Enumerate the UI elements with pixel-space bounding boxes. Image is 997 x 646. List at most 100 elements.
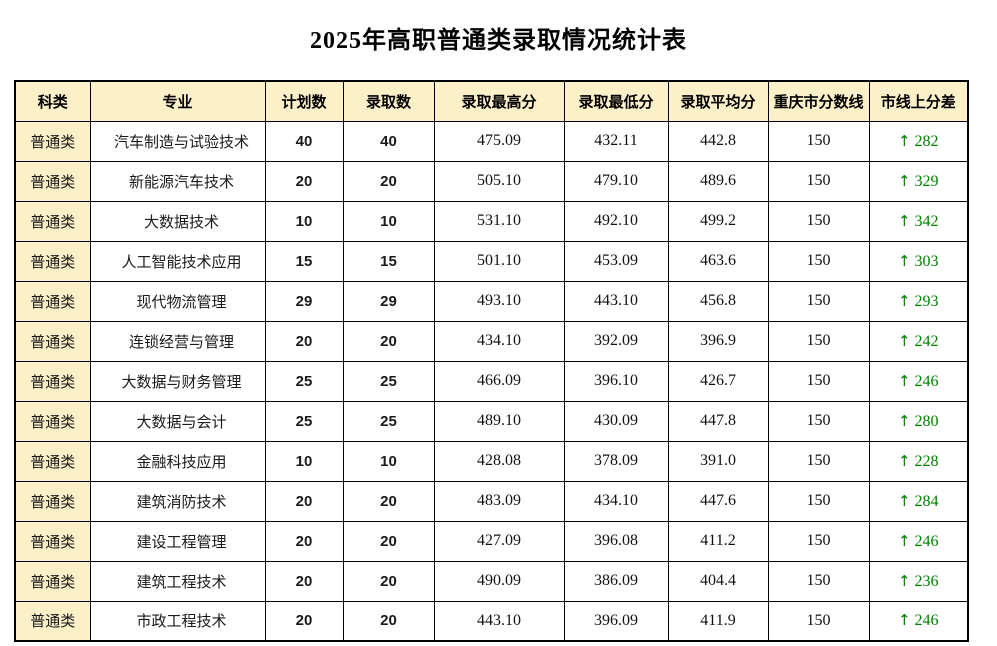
table-row: 普通类 人工智能技术应用 15 15 501.10 453.09 463.6 1… xyxy=(14,240,969,282)
category-cell: 普通类 xyxy=(14,320,91,362)
city-line-cell: 150 xyxy=(767,120,870,162)
line-diff-cell: ↑ 293 xyxy=(868,280,969,322)
category-cell: 普通类 xyxy=(14,240,91,282)
column-header-major: 专业 xyxy=(89,80,266,122)
line-diff-value: 293 xyxy=(914,292,939,310)
max-score-cell: 531.10 xyxy=(433,200,565,242)
column-header-admitted-count: 录取数 xyxy=(342,80,435,122)
line-diff-value: 246 xyxy=(914,372,939,390)
up-arrow-icon: ↑ xyxy=(897,171,911,190)
admitted-count-cell: 20 xyxy=(342,600,435,642)
max-score-cell: 428.08 xyxy=(433,440,565,482)
column-header-max-score: 录取最高分 xyxy=(433,80,565,122)
plan-count-cell: 20 xyxy=(264,560,344,602)
table-body: 普通类 汽车制造与试验技术 40 40 475.09 432.11 442.8 … xyxy=(14,120,969,642)
category-cell: 普通类 xyxy=(14,560,91,602)
up-arrow-icon: ↑ xyxy=(897,291,911,310)
admitted-count-cell: 20 xyxy=(342,520,435,562)
table-row: 普通类 市政工程技术 20 20 443.10 396.09 411.9 150… xyxy=(14,600,969,642)
page-title: 2025年高职普通类录取情况统计表 xyxy=(310,28,687,54)
major-cell: 金融科技应用 xyxy=(89,440,266,482)
max-score-cell: 489.10 xyxy=(433,400,565,442)
min-score-cell: 392.09 xyxy=(563,320,669,362)
major-cell: 新能源汽车技术 xyxy=(89,160,266,202)
admitted-count-cell: 10 xyxy=(342,440,435,482)
table-row: 普通类 建筑工程技术 20 20 490.09 386.09 404.4 150… xyxy=(14,560,969,602)
line-diff-value: 246 xyxy=(914,532,939,550)
major-cell: 大数据与会计 xyxy=(89,400,266,442)
max-score-cell: 483.09 xyxy=(433,480,565,522)
city-line-cell: 150 xyxy=(767,320,870,362)
major-cell: 连锁经营与管理 xyxy=(89,320,266,362)
min-score-cell: 453.09 xyxy=(563,240,669,282)
city-line-cell: 150 xyxy=(767,560,870,602)
up-arrow-icon: ↑ xyxy=(897,371,911,390)
table-row: 普通类 汽车制造与试验技术 40 40 475.09 432.11 442.8 … xyxy=(14,120,969,162)
city-line-cell: 150 xyxy=(767,240,870,282)
line-diff-cell: ↑ 329 xyxy=(868,160,969,202)
plan-count-cell: 20 xyxy=(264,520,344,562)
city-line-cell: 150 xyxy=(767,480,870,522)
line-diff-cell: ↑ 242 xyxy=(868,320,969,362)
max-score-cell: 505.10 xyxy=(433,160,565,202)
max-score-cell: 466.09 xyxy=(433,360,565,402)
avg-score-cell: 391.0 xyxy=(667,440,769,482)
category-cell: 普通类 xyxy=(14,200,91,242)
line-diff-cell: ↑ 228 xyxy=(868,440,969,482)
max-score-cell: 493.10 xyxy=(433,280,565,322)
category-cell: 普通类 xyxy=(14,400,91,442)
max-score-cell: 490.09 xyxy=(433,560,565,602)
category-cell: 普通类 xyxy=(14,360,91,402)
min-score-cell: 479.10 xyxy=(563,160,669,202)
max-score-cell: 427.09 xyxy=(433,520,565,562)
category-cell: 普通类 xyxy=(14,280,91,322)
plan-count-cell: 29 xyxy=(264,280,344,322)
avg-score-cell: 447.6 xyxy=(667,480,769,522)
up-arrow-icon: ↑ xyxy=(897,491,911,510)
avg-score-cell: 411.2 xyxy=(667,520,769,562)
category-cell: 普通类 xyxy=(14,440,91,482)
min-score-cell: 396.09 xyxy=(563,600,669,642)
line-diff-value: 303 xyxy=(914,252,939,270)
major-cell: 建筑工程技术 xyxy=(89,560,266,602)
avg-score-cell: 411.9 xyxy=(667,600,769,642)
avg-score-cell: 426.7 xyxy=(667,360,769,402)
admitted-count-cell: 40 xyxy=(342,120,435,162)
category-cell: 普通类 xyxy=(14,160,91,202)
plan-count-cell: 25 xyxy=(264,400,344,442)
avg-score-cell: 456.8 xyxy=(667,280,769,322)
min-score-cell: 386.09 xyxy=(563,560,669,602)
major-cell: 建设工程管理 xyxy=(89,520,266,562)
max-score-cell: 443.10 xyxy=(433,600,565,642)
max-score-cell: 475.09 xyxy=(433,120,565,162)
city-line-cell: 150 xyxy=(767,160,870,202)
admission-stats-table: 科类 专业 计划数 录取数 录取最高分 录取最低分 录取平均分 重庆市分数线 市… xyxy=(14,80,969,642)
table-row: 普通类 建筑消防技术 20 20 483.09 434.10 447.6 150… xyxy=(14,480,969,522)
up-arrow-icon: ↑ xyxy=(897,411,911,430)
max-score-cell: 501.10 xyxy=(433,240,565,282)
plan-count-cell: 15 xyxy=(264,240,344,282)
column-header-plan-count: 计划数 xyxy=(264,80,344,122)
table-row: 普通类 现代物流管理 29 29 493.10 443.10 456.8 150… xyxy=(14,280,969,322)
line-diff-cell: ↑ 246 xyxy=(868,600,969,642)
major-cell: 汽车制造与试验技术 xyxy=(89,120,266,162)
up-arrow-icon: ↑ xyxy=(897,131,911,150)
plan-count-cell: 20 xyxy=(264,600,344,642)
major-cell: 大数据与财务管理 xyxy=(89,360,266,402)
plan-count-cell: 25 xyxy=(264,360,344,402)
line-diff-value: 242 xyxy=(914,332,939,350)
avg-score-cell: 463.6 xyxy=(667,240,769,282)
plan-count-cell: 40 xyxy=(264,120,344,162)
admitted-count-cell: 29 xyxy=(342,280,435,322)
city-line-cell: 150 xyxy=(767,520,870,562)
admitted-count-cell: 25 xyxy=(342,360,435,402)
line-diff-value: 228 xyxy=(914,452,939,470)
table-row: 普通类 新能源汽车技术 20 20 505.10 479.10 489.6 15… xyxy=(14,160,969,202)
line-diff-cell: ↑ 303 xyxy=(868,240,969,282)
line-diff-value: 246 xyxy=(914,612,939,630)
min-score-cell: 378.09 xyxy=(563,440,669,482)
city-line-cell: 150 xyxy=(767,360,870,402)
column-header-category: 科类 xyxy=(14,80,91,122)
header-row: 科类 专业 计划数 录取数 录取最高分 录取最低分 录取平均分 重庆市分数线 市… xyxy=(14,80,969,122)
city-line-cell: 150 xyxy=(767,440,870,482)
